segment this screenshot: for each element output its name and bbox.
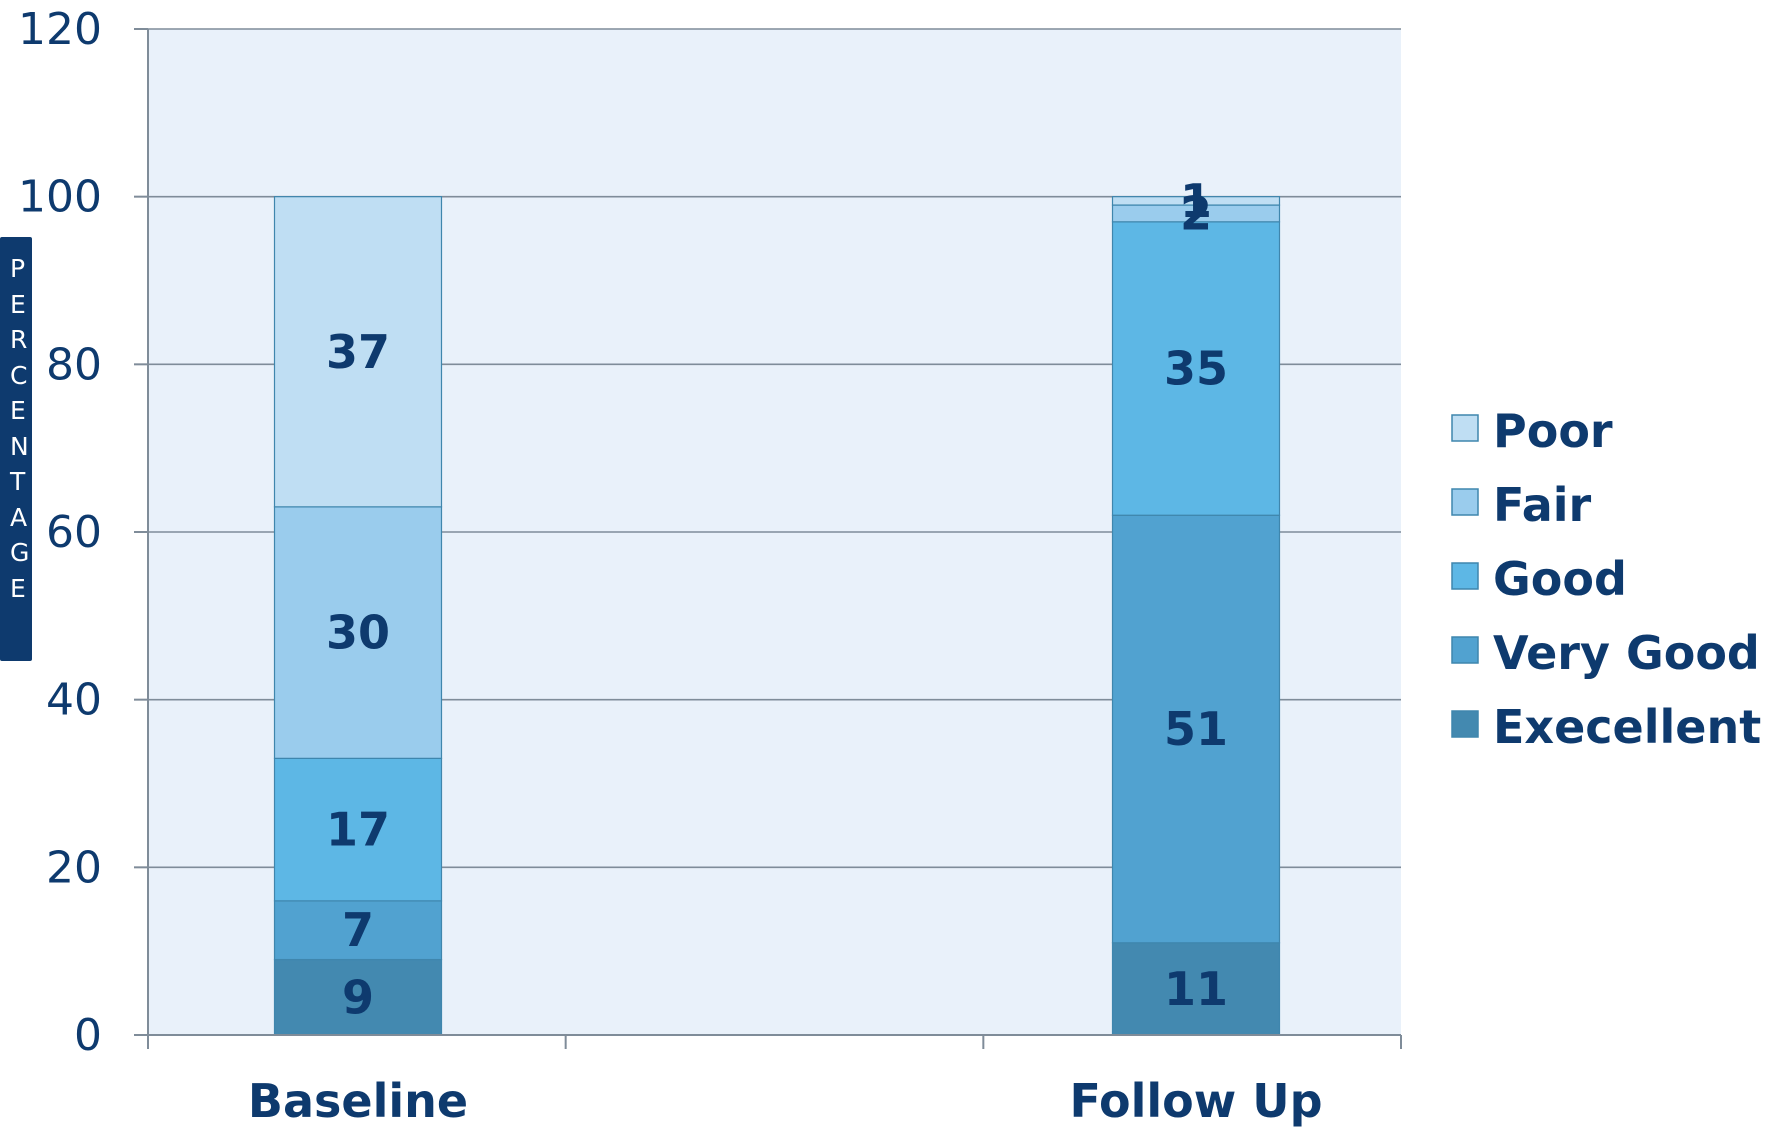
y-axis-label-box: PERCENTAGE [0, 237, 32, 661]
bar-segment-poor [1111, 196, 1281, 206]
y-tick-label: 60 [46, 507, 102, 558]
y-tick-label: 0 [74, 1010, 102, 1061]
legend-swatch [1451, 636, 1479, 664]
bar-segment-poor [273, 196, 443, 508]
y-tick-label: 20 [46, 842, 102, 893]
y-tick-label: 80 [46, 339, 102, 390]
data-label: 7 [342, 903, 374, 957]
y-tick-label: 100 [18, 172, 102, 223]
legend-swatch [1451, 710, 1479, 738]
legend-label: Fair [1493, 478, 1592, 532]
bar-segment-good [273, 757, 443, 902]
legend-swatch [1451, 562, 1479, 590]
data-label: 30 [326, 606, 390, 660]
legend-label: Poor [1493, 404, 1613, 458]
data-label: 2 [1180, 186, 1212, 240]
legend-swatch [1451, 488, 1479, 516]
x-category-label: Baseline [248, 1074, 468, 1128]
x-category-label: Follow Up [1069, 1074, 1322, 1128]
bar-segment-execellent [273, 958, 443, 1036]
bar-segment-good [1111, 221, 1281, 516]
bar-segment-fair [273, 506, 443, 759]
legend-label: Good [1493, 552, 1627, 606]
bar-segment-very-good [273, 900, 443, 961]
data-label: 35 [1164, 342, 1228, 396]
data-label: 51 [1164, 702, 1228, 756]
y-axis-label: PERCENTAGE [10, 254, 30, 603]
y-tick-label: 120 [18, 4, 102, 55]
legend-swatch [1451, 414, 1479, 442]
data-label: 11 [1164, 962, 1228, 1016]
data-label: 1 [1180, 174, 1212, 228]
bar-segment-execellent [1111, 942, 1281, 1036]
y-tick-label: 40 [46, 675, 102, 726]
data-label: 37 [326, 325, 390, 379]
data-label: 17 [326, 803, 390, 857]
legend-label: Execellent [1493, 700, 1761, 754]
data-label: 9 [342, 970, 374, 1024]
legend-label: Very Good [1493, 626, 1760, 680]
